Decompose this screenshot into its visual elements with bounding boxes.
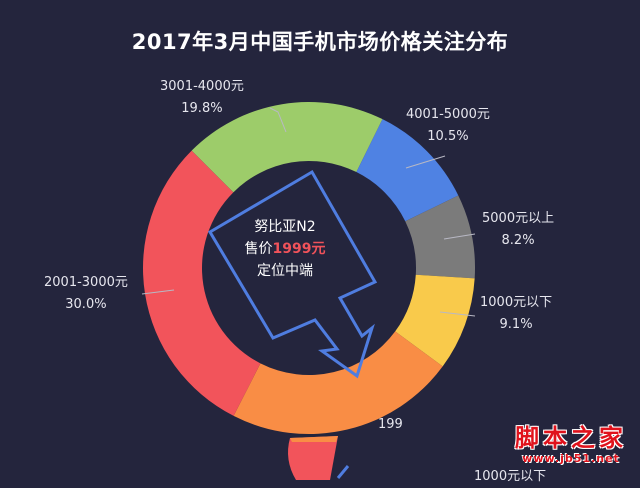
label-name: 3001-4000元	[160, 79, 244, 94]
donut-slices	[142, 101, 475, 434]
label-bottom-partial: 1000元以下	[474, 469, 547, 484]
watermark: 脚本之家 www.jb51.net	[506, 424, 636, 466]
partial-orange-edge	[290, 436, 338, 442]
center-line3: 定位中端	[257, 263, 313, 279]
donut-slice	[405, 195, 475, 279]
label-name: 2001-3000元	[44, 275, 128, 290]
label-pct: 9.1%	[499, 317, 533, 332]
price-prefix: 售价	[244, 241, 273, 257]
price-value: 1999元	[272, 241, 326, 257]
label-pct: 8.2%	[501, 233, 535, 248]
leader-line-5000-up	[443, 233, 476, 240]
label-name: 1000元以下	[480, 295, 553, 310]
label-pct: 19.8%	[181, 101, 223, 116]
label-1001-2000-partial: 199	[378, 417, 403, 432]
center-line1: 努比亚N2	[254, 219, 316, 235]
leader-line-1000-down	[439, 311, 476, 317]
label-1000-down: 1000元以下 9.1%	[480, 292, 552, 336]
label-5000-up: 5000元以上 8.2%	[482, 208, 554, 252]
watermark-sub: www.jb51.net	[522, 452, 620, 465]
partial-red-shape	[288, 436, 338, 480]
label-2001-3000: 2001-3000元 30.0%	[44, 272, 128, 316]
leader-line-3001-4000	[269, 107, 287, 133]
label-4001-5000: 4001-5000元 10.5%	[406, 104, 490, 148]
leader-line-4001-5000	[405, 155, 446, 169]
chart-title: 2017年3月中国手机市场价格关注分布	[131, 30, 509, 54]
arrow-annotation-icon	[207, 169, 378, 379]
donut-slice	[395, 274, 475, 367]
label-3001-4000: 3001-4000元 19.8%	[160, 76, 244, 120]
center-annotation: 努比亚N2 售价1999元 定位中端	[230, 216, 340, 282]
label-pct: 30.0%	[65, 297, 107, 312]
leader-line-2001-3000	[141, 289, 175, 295]
donut-slice	[356, 119, 459, 222]
donut-slice	[142, 150, 261, 416]
donut-slice	[191, 101, 383, 193]
donut-slice	[233, 331, 443, 434]
center-line2: 售价1999元	[230, 238, 340, 260]
partial-blue-arrow	[336, 465, 350, 479]
label-pct: 10.5%	[427, 129, 469, 144]
label-name: 4001-5000元	[406, 107, 490, 122]
watermark-main: 脚本之家	[515, 424, 627, 452]
label-name: 5000元以上	[482, 211, 555, 226]
leader-lines	[141, 107, 476, 317]
